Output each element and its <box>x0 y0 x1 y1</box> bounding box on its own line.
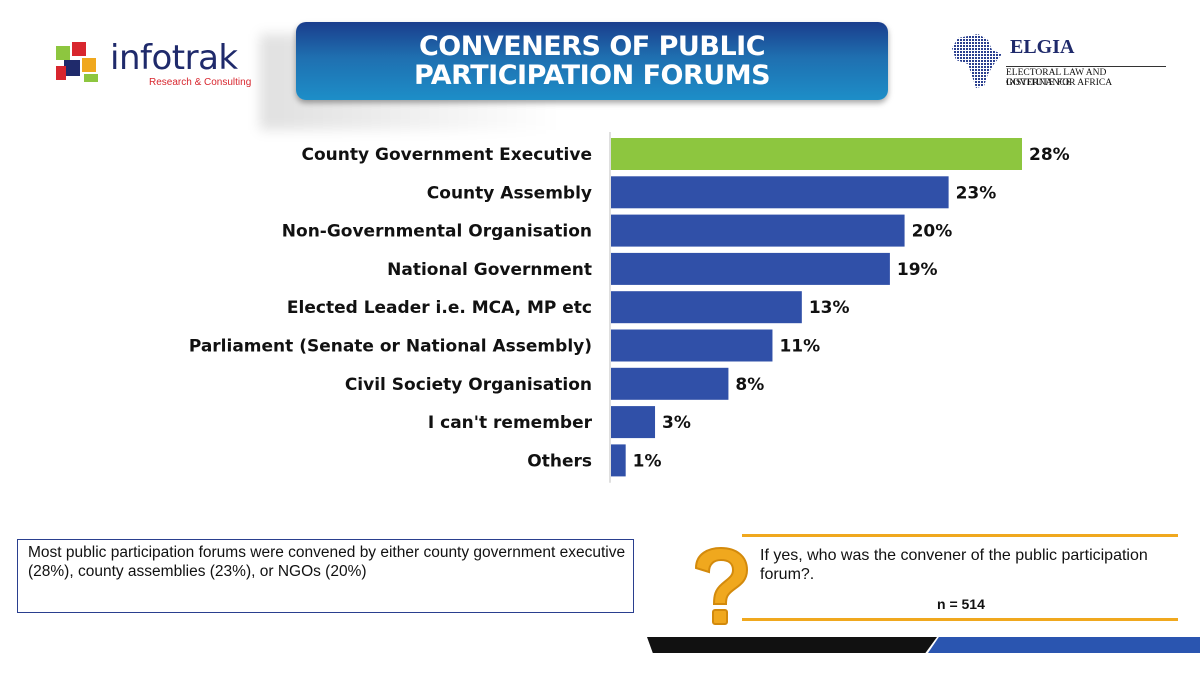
title-box <box>296 22 888 100</box>
infotrak-logo-icon <box>56 42 98 82</box>
elgia-logo-line-2: INSTITUTE FOR AFRICA <box>1006 78 1113 88</box>
africa-map-icon <box>952 34 1002 88</box>
value-label-3: 19% <box>897 260 938 280</box>
category-label-5: Parliament (Senate or National Assembly) <box>189 337 592 357</box>
bar-4 <box>611 291 802 324</box>
bar-6 <box>611 367 729 400</box>
value-label-7: 3% <box>662 413 691 433</box>
category-label-3: National Government <box>387 260 592 280</box>
category-label-7: I can't remember <box>428 413 593 433</box>
infotrak-logo-subtitle: Research & Consulting <box>149 77 252 88</box>
question-text: If yes, who was the convener of the publ… <box>760 547 1148 583</box>
bar-7 <box>611 406 656 439</box>
category-label-8: Others <box>527 451 592 471</box>
bar-8 <box>611 444 626 477</box>
page-title: CONVENERS OF PUBLIC PARTICIPATION FORUMS <box>296 32 888 90</box>
footer-band-dark <box>647 637 937 653</box>
value-label-2: 20% <box>912 222 953 242</box>
infotrak-logo: infotrak Research & Consulting <box>54 36 254 96</box>
category-label-6: Civil Society Organisation <box>345 375 592 395</box>
summary-text: Most public participation forums were co… <box>28 544 626 580</box>
value-label-0: 28% <box>1029 145 1070 165</box>
page-title-line-2: PARTICIPATION FORUMS <box>413 60 771 91</box>
sample-size: n = 514 <box>937 596 985 612</box>
bar-chart: County Government Executive 28% County Ass… <box>189 132 1070 483</box>
summary-box: Most public participation forums were co… <box>17 539 634 613</box>
category-label-1: County Assembly <box>427 183 592 203</box>
elgia-logo-text: ELGIA <box>1010 36 1075 58</box>
elgia-logo-line-1: ELECTORAL LAW AND GOVERNANCE <box>1006 66 1166 88</box>
category-label-4: Elected Leader i.e. MCA, MP etc <box>287 298 592 318</box>
value-label-4: 13% <box>809 298 850 318</box>
page-title-line-1: CONVENERS OF PUBLIC <box>418 31 766 62</box>
bar-3 <box>611 252 890 285</box>
bar-5 <box>611 329 773 362</box>
bar-0 <box>611 138 1022 170</box>
bar-1 <box>611 176 949 209</box>
question-mark-icon <box>694 546 749 625</box>
elgia-logo: ELGIA ELECTORAL LAW AND GOVERNANCE INSTI… <box>948 30 1168 92</box>
value-label-6: 8% <box>735 375 764 395</box>
category-label-0: County Government Executive <box>302 145 592 165</box>
footer-band-blue <box>928 637 1200 653</box>
value-label-1: 23% <box>956 183 997 203</box>
question-divider-top <box>742 534 1178 537</box>
value-label-8: 1% <box>633 451 662 471</box>
title-banner: CONVENERS OF PUBLIC PARTICIPATION FORUMS <box>260 22 888 130</box>
bar-2 <box>611 214 905 247</box>
infotrak-logo-text: infotrak <box>110 38 238 78</box>
value-label-5: 11% <box>779 337 820 357</box>
category-label-2: Non-Governmental Organisation <box>282 222 592 242</box>
question-divider-bottom <box>742 618 1178 621</box>
